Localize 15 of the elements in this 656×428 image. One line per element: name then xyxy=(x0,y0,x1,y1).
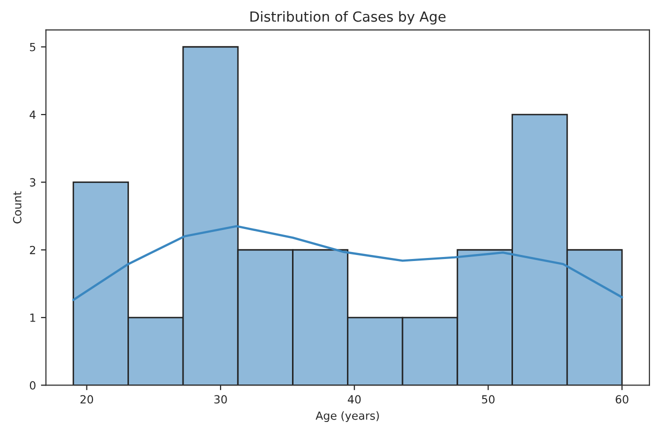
y-tick-label: 5 xyxy=(30,42,36,52)
y-tick-label: 3 xyxy=(30,178,36,187)
x-tick-label: 40 xyxy=(348,395,361,404)
x-tick-label: 60 xyxy=(616,395,628,404)
chart-title: Distribution of Cases by Age xyxy=(250,11,446,25)
x-tick-label: 50 xyxy=(482,395,495,404)
line-series xyxy=(72,225,624,302)
y-tick-label: 2 xyxy=(30,246,36,254)
x-tick-label: 20 xyxy=(80,395,94,404)
y-axis-title: Count xyxy=(13,191,22,224)
y-tick-label: 1 xyxy=(30,314,36,322)
y-tick-label: 0 xyxy=(30,381,36,390)
y-tick-label: 4 xyxy=(30,110,36,119)
x-tick-label: 30 xyxy=(214,395,227,404)
x-axis-title: Age (years) xyxy=(316,411,379,422)
